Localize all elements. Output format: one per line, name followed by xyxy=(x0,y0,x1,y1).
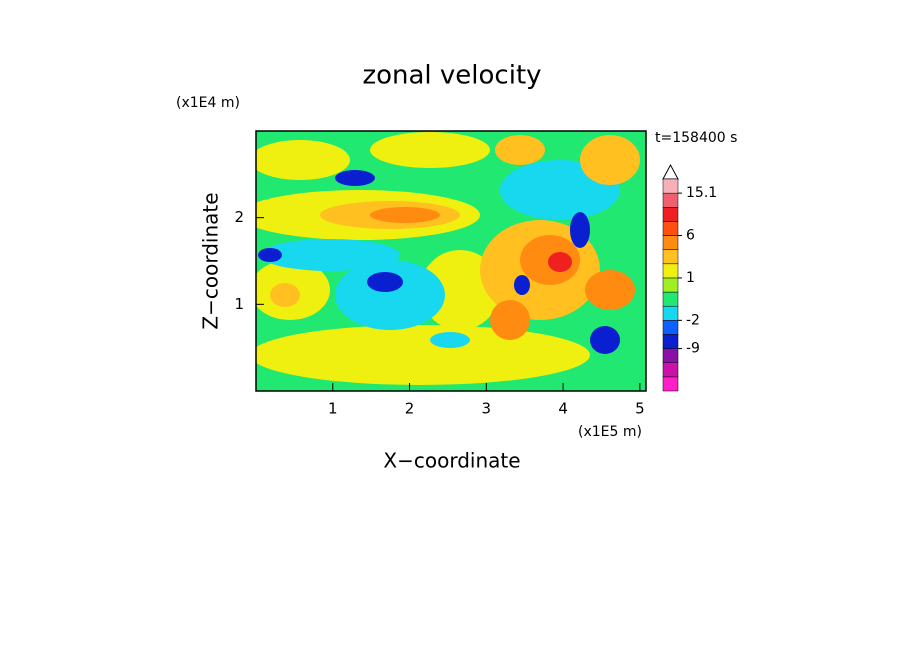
plot-frame xyxy=(255,130,647,392)
y-axis-label: Z−coordinate xyxy=(199,192,223,329)
field-patch xyxy=(270,283,300,307)
x-tick-label: 2 xyxy=(405,400,415,418)
field-patch xyxy=(260,239,400,271)
time-annotation: t=158400 s xyxy=(655,130,737,146)
colorbar-segment xyxy=(662,320,679,335)
field-patch xyxy=(490,300,530,340)
field-patch xyxy=(580,135,640,185)
field-patch xyxy=(335,170,375,186)
colorbar-segment xyxy=(662,192,679,208)
colorbar-segment xyxy=(662,348,679,363)
colorbar-segment xyxy=(662,221,679,236)
colorbar-segment xyxy=(662,235,679,250)
colorbar-arrow xyxy=(662,163,679,180)
field-patch xyxy=(370,207,440,223)
field-patch xyxy=(514,275,530,295)
contour-field xyxy=(256,131,646,391)
y-tick-label: 1 xyxy=(234,295,244,313)
colorbar-segment xyxy=(662,334,679,349)
x-tick-label: 5 xyxy=(635,400,645,418)
field-patch xyxy=(367,272,403,292)
colorbar-tick-label: 6 xyxy=(686,228,695,244)
x-tick-label: 3 xyxy=(482,400,492,418)
colorbar-segment xyxy=(662,305,679,321)
colorbar-segment xyxy=(662,207,679,222)
x-tick-label: 1 xyxy=(328,400,338,418)
colorbar-segment xyxy=(662,178,679,194)
field-patch xyxy=(585,270,635,310)
colorbar-tick-label: 15.1 xyxy=(686,185,717,201)
colorbar-tick-label: -2 xyxy=(686,312,700,328)
field-patch xyxy=(548,252,572,272)
colorbar-tick-label: 1 xyxy=(686,270,695,286)
field-patch xyxy=(335,260,445,330)
field-patch xyxy=(590,326,620,354)
x-axis-label: X−coordinate xyxy=(383,449,520,473)
field-patch xyxy=(495,135,545,165)
x-tick-label: 4 xyxy=(558,400,568,418)
field-patch xyxy=(256,325,590,385)
field-patch xyxy=(256,140,350,180)
colorbar-segment xyxy=(662,362,679,378)
colorbar-segment xyxy=(662,291,679,307)
y-tick-label: 2 xyxy=(234,208,244,226)
field-patch xyxy=(370,132,490,168)
colorbar-segment xyxy=(662,263,679,279)
colorbar-segment xyxy=(662,249,679,265)
y-unit: (x1E4 m) xyxy=(176,95,240,111)
field-patch xyxy=(570,212,590,248)
colorbar-tick-label: -9 xyxy=(686,341,700,357)
colorbar-segment xyxy=(662,376,679,392)
field-patch xyxy=(430,332,470,348)
field-patch xyxy=(258,248,282,262)
x-unit: (x1E5 m) xyxy=(578,424,642,440)
colorbar-segment xyxy=(662,277,679,293)
chart-title: zonal velocity xyxy=(362,61,541,91)
